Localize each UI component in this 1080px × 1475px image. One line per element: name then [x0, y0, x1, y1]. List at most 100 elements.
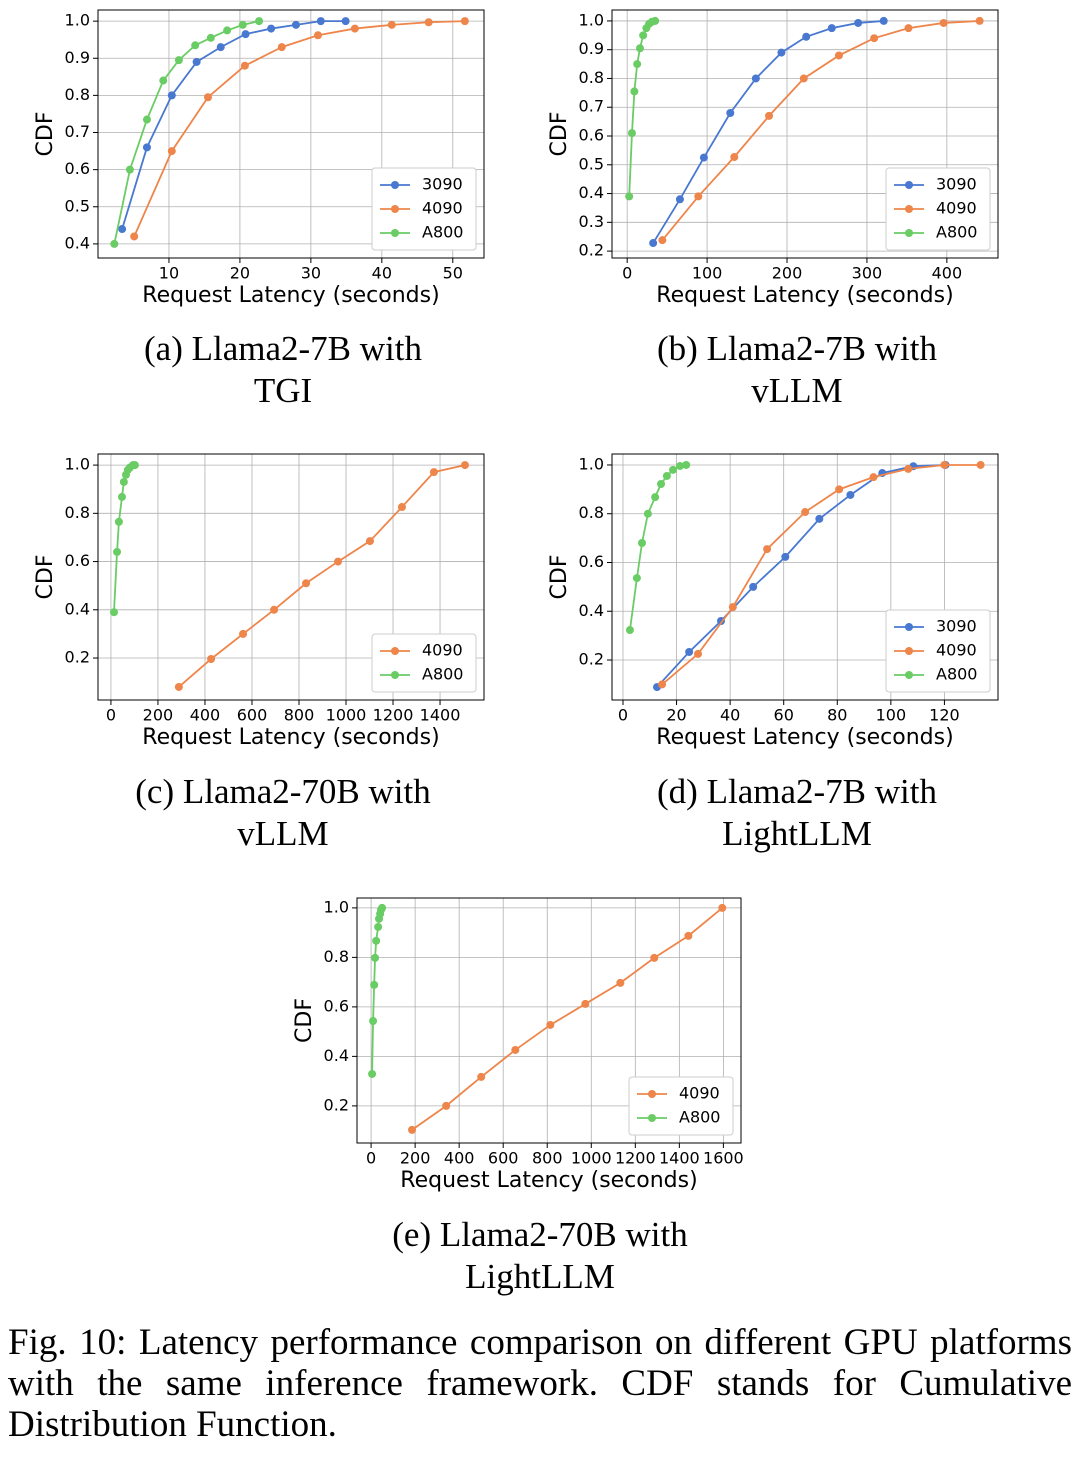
y-axis-label: CDF — [547, 112, 572, 157]
point — [130, 461, 139, 470]
point — [649, 239, 658, 248]
legend-frame — [885, 167, 991, 251]
point — [408, 1125, 417, 1134]
point — [728, 603, 737, 612]
y-axis-label: CDF — [33, 112, 58, 157]
x-tick-label: 60 — [774, 706, 794, 725]
point — [142, 143, 151, 152]
point — [374, 922, 383, 931]
x-tick-label: 30 — [301, 264, 321, 283]
point — [699, 153, 708, 162]
point — [167, 147, 176, 156]
point — [625, 192, 634, 201]
point — [369, 1016, 378, 1025]
line — [178, 464, 466, 688]
point — [940, 460, 949, 469]
x-tick-label: 600 — [237, 706, 268, 725]
point — [781, 552, 790, 561]
point — [460, 461, 469, 470]
point — [442, 1101, 451, 1110]
point — [869, 473, 878, 482]
point — [241, 30, 250, 39]
y-tick-label: 0.4 — [579, 601, 604, 620]
legend-label: A800 — [422, 223, 463, 242]
y-tick-label: 0.7 — [65, 122, 90, 141]
point — [846, 490, 855, 499]
chart: 0 100 200 300 400 0.2 0.3 0.4 0.5 0.6 0.7 0.8 0.9 1.0… — [547, 9, 999, 308]
point — [763, 545, 772, 554]
chart: 0 200 400 600 800 1000 1200 1400 0.2 0.4 0.6 0.8 1.0… — [33, 453, 485, 750]
point — [203, 93, 212, 102]
x-tick-label: 1000 — [571, 1149, 612, 1168]
y-tick-label: 0.8 — [579, 503, 604, 522]
point — [765, 111, 774, 120]
x-tick-label: 80 — [827, 706, 847, 725]
point — [130, 232, 139, 241]
point — [207, 655, 216, 663]
plot-frame — [97, 9, 485, 259]
point — [240, 61, 249, 70]
point — [109, 608, 118, 617]
point — [372, 936, 381, 945]
x-tick-label: 40 — [372, 264, 392, 283]
x-tick-label: 400 — [190, 706, 221, 725]
point — [424, 18, 433, 27]
line — [661, 464, 981, 686]
x-tick-label: 0 — [366, 1149, 376, 1168]
x-tick-label: 100 — [876, 706, 907, 725]
plot-frame — [611, 453, 999, 701]
legend-marker — [391, 671, 399, 679]
point — [113, 547, 122, 556]
chart: 10 20 30 40 50 0.4 0.5 0.6 0.7 0.8 0.9 1.0 Request L… — [33, 9, 485, 308]
x-tick-label: 400 — [444, 1149, 475, 1168]
x-tick-label: 50 — [443, 264, 463, 283]
point — [657, 479, 666, 488]
point — [639, 31, 648, 40]
point — [114, 517, 123, 526]
x-tick-label: 400 — [932, 264, 963, 283]
line — [411, 907, 723, 1131]
point — [119, 477, 128, 486]
x-tick-label: 0 — [618, 706, 628, 725]
y-tick-label: 0.2 — [324, 1095, 349, 1114]
point — [651, 16, 660, 25]
legend-label: 4090 — [422, 641, 463, 660]
point — [341, 17, 350, 26]
y-tick-label: 1.0 — [579, 454, 604, 473]
plot-frame — [356, 897, 742, 1144]
point — [976, 460, 985, 469]
line — [656, 464, 946, 688]
point — [460, 17, 469, 26]
legend-label: 3090 — [422, 175, 463, 194]
legend-label: 4090 — [936, 641, 977, 660]
plot-frame — [97, 453, 485, 701]
point — [815, 514, 824, 523]
y-tick-label: 0.2 — [579, 241, 604, 260]
point — [313, 31, 322, 40]
point — [267, 24, 276, 33]
y-tick-label: 0.8 — [65, 503, 90, 522]
point — [751, 74, 760, 83]
legend-marker — [905, 647, 913, 655]
x-tick-label: 800 — [532, 1149, 563, 1168]
chart: 0 20 40 60 80 100 120 0.2 0.4 0.6 0.8 1.0 Request La… — [547, 453, 999, 750]
point — [975, 16, 984, 25]
line — [121, 20, 346, 230]
subfigure-caption: (e) Llama2-70B with LightLLM — [392, 1215, 688, 1296]
point — [117, 492, 126, 501]
point — [546, 1020, 555, 1029]
point — [662, 471, 671, 480]
y-tick-label: 1.0 — [579, 10, 604, 29]
point — [581, 999, 590, 1008]
point — [749, 582, 758, 591]
x-tick-label: 0 — [106, 706, 116, 725]
legend-label: A800 — [936, 665, 977, 684]
point — [802, 32, 811, 41]
legend-marker — [391, 229, 399, 237]
point — [142, 115, 151, 124]
point — [638, 538, 647, 547]
x-tick-label: 1000 — [326, 706, 367, 725]
legend-marker — [648, 1114, 656, 1122]
point — [730, 153, 739, 162]
